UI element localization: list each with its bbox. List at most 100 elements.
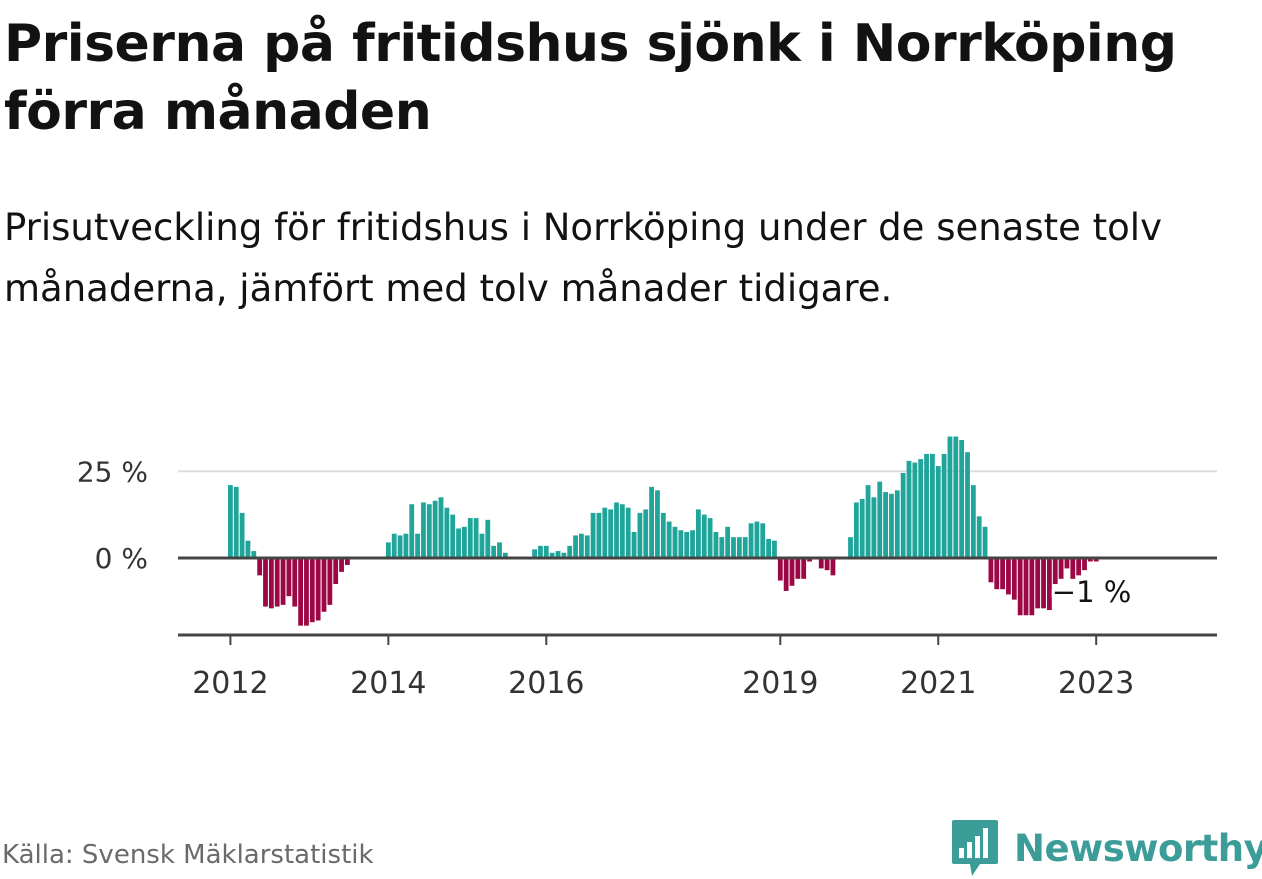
bar: [573, 535, 578, 558]
bar: [251, 551, 257, 558]
bar: [315, 558, 321, 621]
x-tick-label: 2016: [508, 666, 584, 700]
y-tick-label: 0 %: [95, 542, 148, 575]
bar: [696, 509, 701, 558]
brand-name: Newsworthy: [1014, 826, 1262, 870]
bar: [678, 530, 684, 558]
x-tick-label: 2014: [350, 666, 426, 700]
x-tick-label: 2021: [900, 666, 976, 700]
bar: [965, 452, 970, 558]
bar: [309, 558, 315, 623]
bar: [959, 440, 965, 558]
bar: [941, 453, 947, 558]
bar: [795, 558, 801, 579]
bar: [988, 558, 994, 583]
bar: [432, 500, 438, 559]
bar: [298, 558, 303, 626]
bar: [982, 526, 988, 558]
bar: [643, 509, 649, 558]
bar: [731, 537, 736, 558]
bar: [561, 552, 567, 558]
bar: [549, 552, 555, 558]
bar: [690, 530, 695, 558]
bar: [625, 507, 631, 559]
bar: [345, 558, 350, 565]
bar: [497, 542, 502, 558]
bar: [391, 533, 397, 558]
bar: [707, 518, 713, 558]
bar: [883, 492, 888, 558]
bar: [830, 558, 836, 576]
bar: [859, 499, 865, 558]
bar: [543, 545, 549, 558]
bar: [1087, 558, 1093, 562]
bar: [584, 535, 590, 558]
bar: [444, 507, 450, 559]
bar: [1035, 558, 1041, 609]
bar: [672, 526, 678, 558]
bar: [1058, 558, 1064, 579]
bar: [930, 453, 935, 558]
bar: [818, 558, 824, 569]
bar: [719, 537, 725, 558]
bar: [1076, 558, 1082, 576]
bar: [725, 526, 731, 558]
bar: [935, 466, 941, 558]
bar: [602, 507, 608, 559]
bar: [894, 490, 900, 558]
bar: [924, 453, 929, 558]
bar: [286, 558, 292, 597]
bar: [421, 502, 426, 558]
bar: [485, 519, 491, 558]
bar: [655, 490, 660, 558]
bar: [491, 545, 497, 558]
bar: [824, 558, 830, 571]
bar: [333, 558, 339, 585]
bar: [748, 523, 754, 558]
bar: [1006, 558, 1011, 595]
bar: [947, 436, 953, 558]
bar: [245, 540, 251, 558]
bar: [532, 549, 537, 558]
chart-subtitle: Prisutveckling för fritidshus i Norrköpi…: [4, 206, 1162, 310]
bar: [555, 551, 561, 558]
y-tick-label: 25 %: [77, 455, 148, 488]
bar: [1052, 558, 1058, 585]
bar: [976, 516, 982, 558]
last-value-label: −1 %: [1052, 575, 1132, 609]
bar: [660, 512, 666, 558]
bar: [760, 523, 766, 558]
bar: [801, 558, 807, 579]
bar: [450, 514, 456, 559]
bar: [1017, 558, 1023, 616]
bar: [970, 485, 976, 558]
x-tick-label: 2019: [742, 666, 818, 700]
bar: [385, 542, 391, 558]
bar: [239, 512, 245, 558]
bar: [783, 558, 789, 591]
x-tick-label: 2012: [192, 666, 268, 700]
bar: [1023, 558, 1029, 616]
bar: [807, 558, 812, 562]
bar: [321, 558, 327, 612]
axis-layer: [178, 556, 1217, 645]
bar: [438, 497, 444, 559]
bar: [1029, 558, 1035, 616]
bar: [754, 521, 760, 558]
bar: [228, 485, 233, 558]
bar: [467, 518, 473, 558]
bar: [848, 537, 853, 558]
bar: [701, 514, 707, 559]
bar: [339, 558, 344, 572]
bar: [912, 462, 918, 558]
bar: [473, 518, 479, 558]
bar: [596, 512, 602, 558]
bar: [538, 545, 543, 558]
source-credit: Källa: Svensk Mäklarstatistik: [2, 840, 374, 870]
bar: [789, 558, 795, 586]
bar: [889, 493, 894, 558]
bar: [713, 531, 719, 558]
bar: [865, 485, 871, 558]
bar: [1064, 558, 1070, 569]
x-tick-label: 2023: [1058, 666, 1134, 700]
